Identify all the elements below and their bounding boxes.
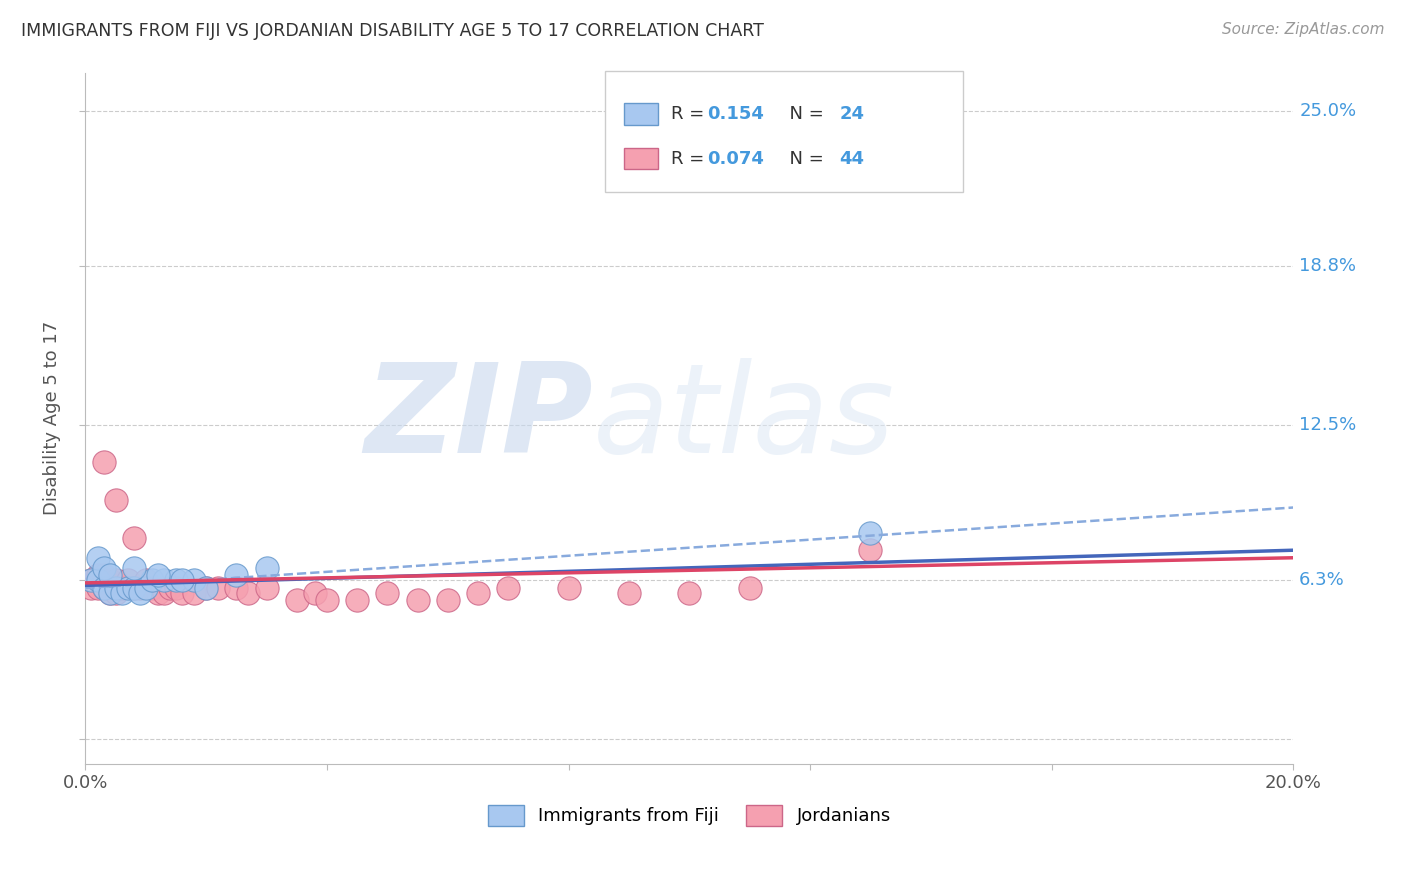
Point	[117, 574, 139, 588]
Point	[86, 550, 108, 565]
Point	[859, 525, 882, 540]
Y-axis label: Disability Age 5 to 17: Disability Age 5 to 17	[44, 321, 60, 516]
Point	[117, 581, 139, 595]
Point	[496, 581, 519, 595]
Point	[256, 561, 278, 575]
Text: N =: N =	[778, 150, 830, 168]
Point	[98, 568, 121, 582]
Legend: Immigrants from Fiji, Jordanians: Immigrants from Fiji, Jordanians	[481, 797, 898, 833]
Point	[256, 581, 278, 595]
Point	[159, 581, 181, 595]
Point	[153, 586, 176, 600]
Point	[146, 586, 169, 600]
Point	[104, 581, 127, 595]
Point	[195, 581, 218, 595]
Point	[238, 586, 260, 600]
Point	[122, 581, 145, 595]
Point	[346, 593, 368, 607]
Point	[104, 586, 127, 600]
Point	[80, 581, 103, 595]
Point	[111, 586, 134, 600]
Text: N =: N =	[778, 105, 830, 123]
Point	[86, 574, 108, 588]
Point	[122, 581, 145, 595]
Point	[104, 493, 127, 508]
Point	[617, 586, 640, 600]
Point	[141, 574, 163, 588]
Point	[170, 574, 193, 588]
Point	[183, 574, 205, 588]
Text: Source: ZipAtlas.com: Source: ZipAtlas.com	[1222, 22, 1385, 37]
Point	[183, 586, 205, 600]
Point	[165, 574, 187, 588]
Point	[86, 568, 108, 582]
Point	[122, 531, 145, 545]
Text: 12.5%: 12.5%	[1299, 416, 1357, 434]
Text: R =: R =	[671, 105, 710, 123]
Point	[738, 581, 761, 595]
Text: 24: 24	[839, 105, 865, 123]
Text: 0.074: 0.074	[707, 150, 763, 168]
Text: 25.0%: 25.0%	[1299, 102, 1357, 120]
Point	[285, 593, 308, 607]
Point	[141, 581, 163, 595]
Point	[135, 574, 157, 588]
Point	[111, 581, 134, 595]
Point	[225, 581, 247, 595]
Point	[859, 543, 882, 558]
Point	[207, 581, 229, 595]
Text: R =: R =	[671, 150, 710, 168]
Point	[195, 581, 218, 595]
Text: atlas: atlas	[593, 358, 894, 479]
Point	[80, 574, 103, 588]
Point	[98, 574, 121, 588]
Point	[128, 581, 150, 595]
Point	[316, 593, 339, 607]
Point	[304, 586, 326, 600]
Point	[406, 593, 429, 607]
Text: 0.154: 0.154	[707, 105, 763, 123]
Text: 18.8%: 18.8%	[1299, 258, 1357, 276]
Point	[225, 568, 247, 582]
Point	[98, 586, 121, 600]
Point	[377, 586, 399, 600]
Point	[93, 455, 115, 469]
Point	[128, 586, 150, 600]
Point	[557, 581, 579, 595]
Point	[93, 581, 115, 595]
Text: 44: 44	[839, 150, 865, 168]
Point	[135, 581, 157, 595]
Point	[678, 586, 700, 600]
Point	[93, 561, 115, 575]
Point	[146, 568, 169, 582]
Point	[98, 586, 121, 600]
Point	[153, 574, 176, 588]
Text: 6.3%: 6.3%	[1299, 572, 1346, 590]
Point	[80, 574, 103, 588]
Point	[170, 586, 193, 600]
Point	[86, 581, 108, 595]
Point	[104, 574, 127, 588]
Text: IMMIGRANTS FROM FIJI VS JORDANIAN DISABILITY AGE 5 TO 17 CORRELATION CHART: IMMIGRANTS FROM FIJI VS JORDANIAN DISABI…	[21, 22, 763, 40]
Text: ZIP: ZIP	[364, 358, 593, 479]
Point	[93, 568, 115, 582]
Point	[467, 586, 489, 600]
Point	[93, 581, 115, 595]
Point	[436, 593, 458, 607]
Point	[165, 581, 187, 595]
Point	[122, 561, 145, 575]
